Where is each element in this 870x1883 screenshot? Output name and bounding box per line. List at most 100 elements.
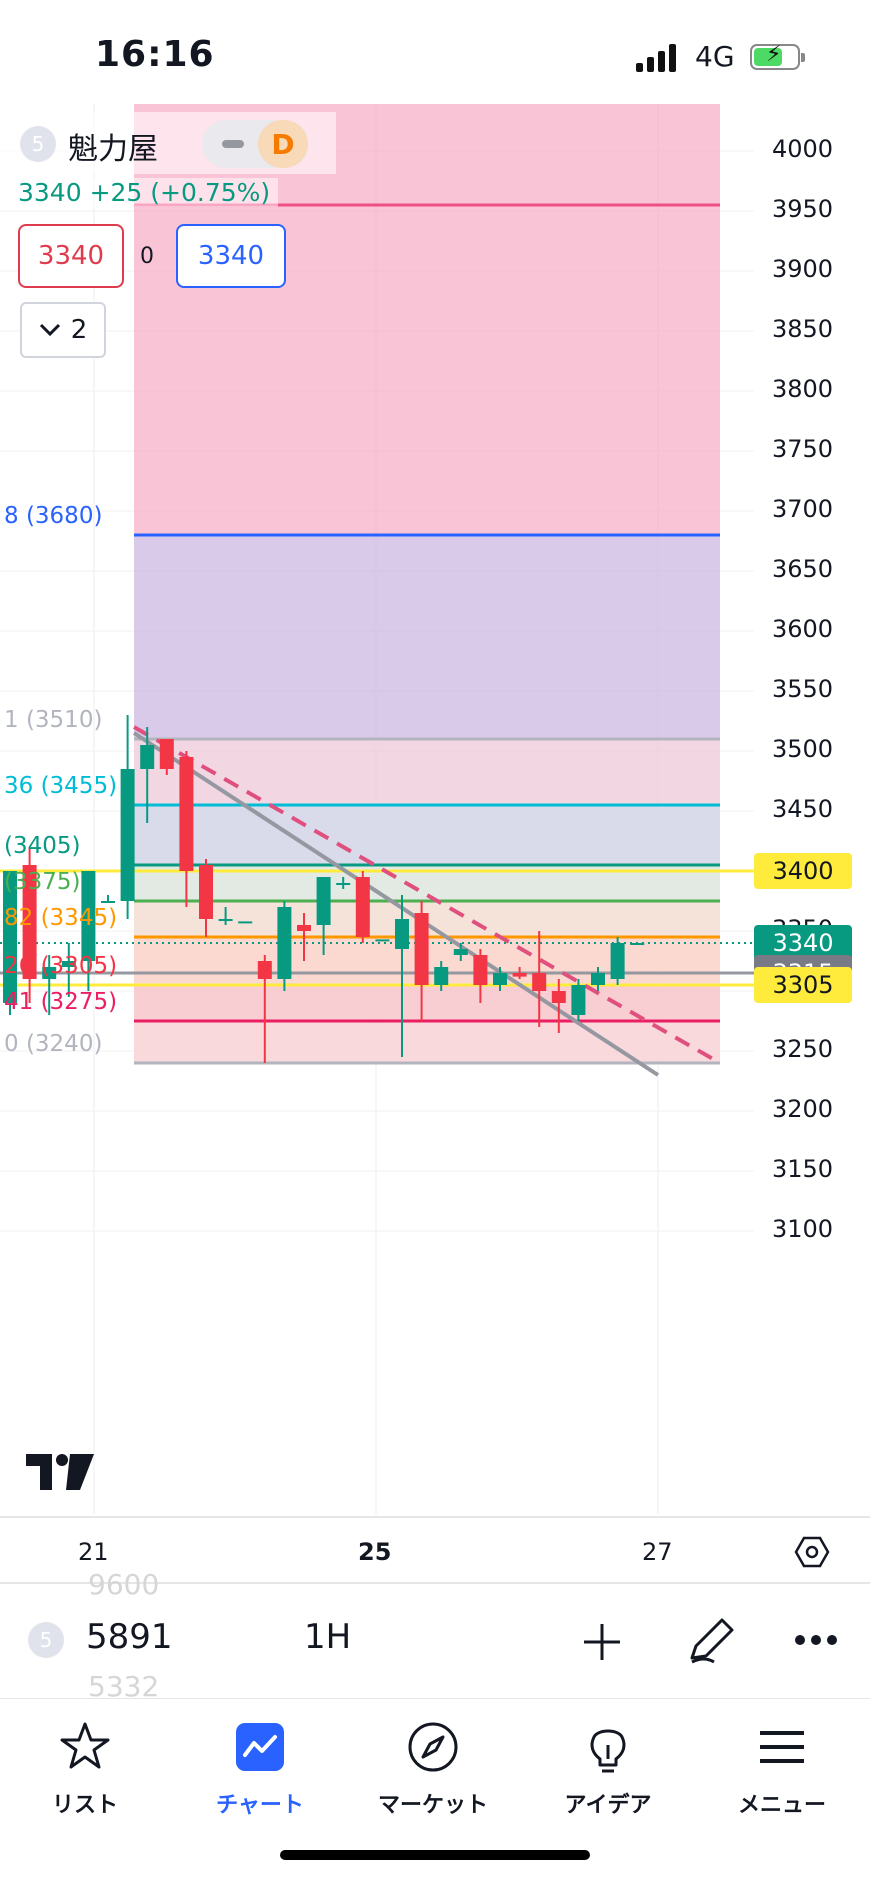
tab-label: アイデア: [564, 1793, 652, 1818]
candle-body: [316, 877, 331, 925]
fib-level-label: (3375): [4, 869, 81, 895]
fib-zone: [134, 1021, 720, 1063]
settings-icon[interactable]: [794, 1534, 830, 1570]
menu-icon: [760, 1731, 804, 1763]
fib-level-label: 0 (3240): [4, 1031, 103, 1057]
ghost-symbol-text: 5332: [88, 1670, 160, 1703]
candle-body: [473, 955, 488, 985]
candle-body: [257, 961, 272, 979]
compass-icon: [408, 1722, 458, 1772]
chart-area[interactable]: [0, 104, 870, 1514]
candle-body: [434, 967, 449, 985]
trend-line: [132, 731, 660, 1077]
price-axis-label: 3700: [772, 495, 834, 523]
buy-button[interactable]: 3340: [176, 224, 286, 288]
dividend-badge[interactable]: D: [258, 120, 308, 168]
minus-icon: [222, 140, 244, 148]
price-axis-label: 3450: [772, 795, 834, 823]
candle-body: [453, 949, 468, 955]
candle-body: [375, 939, 390, 942]
candle-body: [120, 769, 135, 901]
tab-list[interactable]: リスト: [0, 1719, 170, 1818]
fib-zone: [134, 535, 720, 739]
candle-body: [395, 919, 409, 949]
candle-body: [610, 943, 625, 979]
candle-body: [532, 973, 547, 991]
candle-body: [355, 877, 370, 937]
chart-icon: [236, 1723, 284, 1771]
candle-body: [101, 901, 115, 903]
home-indicator: [280, 1850, 590, 1860]
fib-level-label: 26 (3305): [4, 953, 118, 979]
network-type: 4G: [695, 40, 735, 73]
sell-button[interactable]: 3340: [18, 224, 124, 288]
fib-level-label: 41 (3275): [4, 989, 118, 1015]
price-axis-label: 3500: [772, 735, 834, 763]
interval-button[interactable]: 1H: [304, 1617, 352, 1657]
price-axis-label: 3900: [772, 255, 834, 283]
lightbulb-icon: [590, 1729, 626, 1773]
battery-icon: ⚡: [750, 42, 805, 70]
fib-zone: [134, 805, 720, 865]
candle-body: [140, 745, 155, 769]
time-label: 25: [358, 1538, 392, 1566]
tab-menu[interactable]: メニュー: [697, 1719, 867, 1818]
candle-body: [591, 973, 605, 985]
candle-body: [414, 913, 429, 985]
ghost-symbol-text: 9600: [88, 1568, 160, 1601]
symbol-name[interactable]: 魁力屋: [68, 132, 158, 167]
price-axis-label: 3950: [772, 195, 834, 223]
signal-icon: [636, 44, 680, 72]
price-axis-label: 3150: [772, 1155, 834, 1183]
plus-icon[interactable]: [580, 1620, 624, 1664]
fib-level-label: (3405): [4, 833, 81, 859]
price-axis-label: 3850: [772, 315, 834, 343]
time-label: 21: [78, 1538, 109, 1566]
tab-label: チャート: [216, 1793, 304, 1818]
trend-line-dashed: [133, 725, 721, 1065]
more-icon[interactable]: [794, 1630, 838, 1650]
tab-label: マーケット: [377, 1793, 488, 1818]
price-axis-label: 3100: [772, 1215, 834, 1243]
symbol-badge: 5: [28, 1622, 64, 1658]
tab-label: メニュー: [737, 1793, 826, 1818]
price-axis-badge: 3400: [754, 853, 852, 889]
fib-level-label: 82 (3345): [4, 905, 118, 931]
price-change-text: 3340 +25 (+0.75%): [12, 178, 279, 207]
candle-body: [551, 991, 566, 1003]
indicators-toggle-button[interactable]: 2: [20, 302, 106, 358]
candle-body: [493, 973, 507, 985]
candle-body: [179, 757, 194, 871]
tab-chart[interactable]: チャート: [175, 1719, 345, 1818]
price-axis-label: 3600: [772, 615, 834, 643]
candle-body: [630, 943, 645, 945]
candle-body: [277, 907, 292, 979]
candle-body: [297, 925, 311, 931]
tab-ideas[interactable]: アイデア: [523, 1719, 693, 1818]
chart-toolbar: [0, 1582, 870, 1700]
price-axis-label: 3200: [772, 1095, 834, 1123]
candle-body: [571, 985, 586, 1015]
fib-zone: [134, 985, 720, 1021]
symbol-search-button[interactable]: 5891: [86, 1617, 173, 1657]
star-icon: [60, 1722, 110, 1769]
price-axis-label: 3250: [772, 1035, 834, 1063]
spread-value: 0: [140, 244, 154, 269]
candle-body: [512, 973, 527, 977]
draw-pen-icon[interactable]: [684, 1614, 738, 1668]
candle-body: [81, 871, 96, 961]
tradingview-logo-icon[interactable]: [26, 1454, 96, 1490]
fib-zone: [134, 739, 720, 805]
symbol-badge: 5: [20, 126, 56, 162]
status-time: 16:16: [95, 34, 215, 75]
time-label: 27: [642, 1538, 673, 1566]
candle-body: [199, 865, 213, 919]
candle-body: [3, 871, 17, 1003]
candle-body: [61, 961, 76, 967]
tab-market[interactable]: マーケット: [348, 1719, 518, 1818]
price-axis-label: 3550: [772, 675, 834, 703]
price-chart[interactable]: [0, 104, 870, 1514]
candle-body: [218, 919, 233, 921]
time-axis[interactable]: 21 25 27: [0, 1516, 870, 1584]
price-axis-badge: 3305: [754, 967, 852, 1003]
